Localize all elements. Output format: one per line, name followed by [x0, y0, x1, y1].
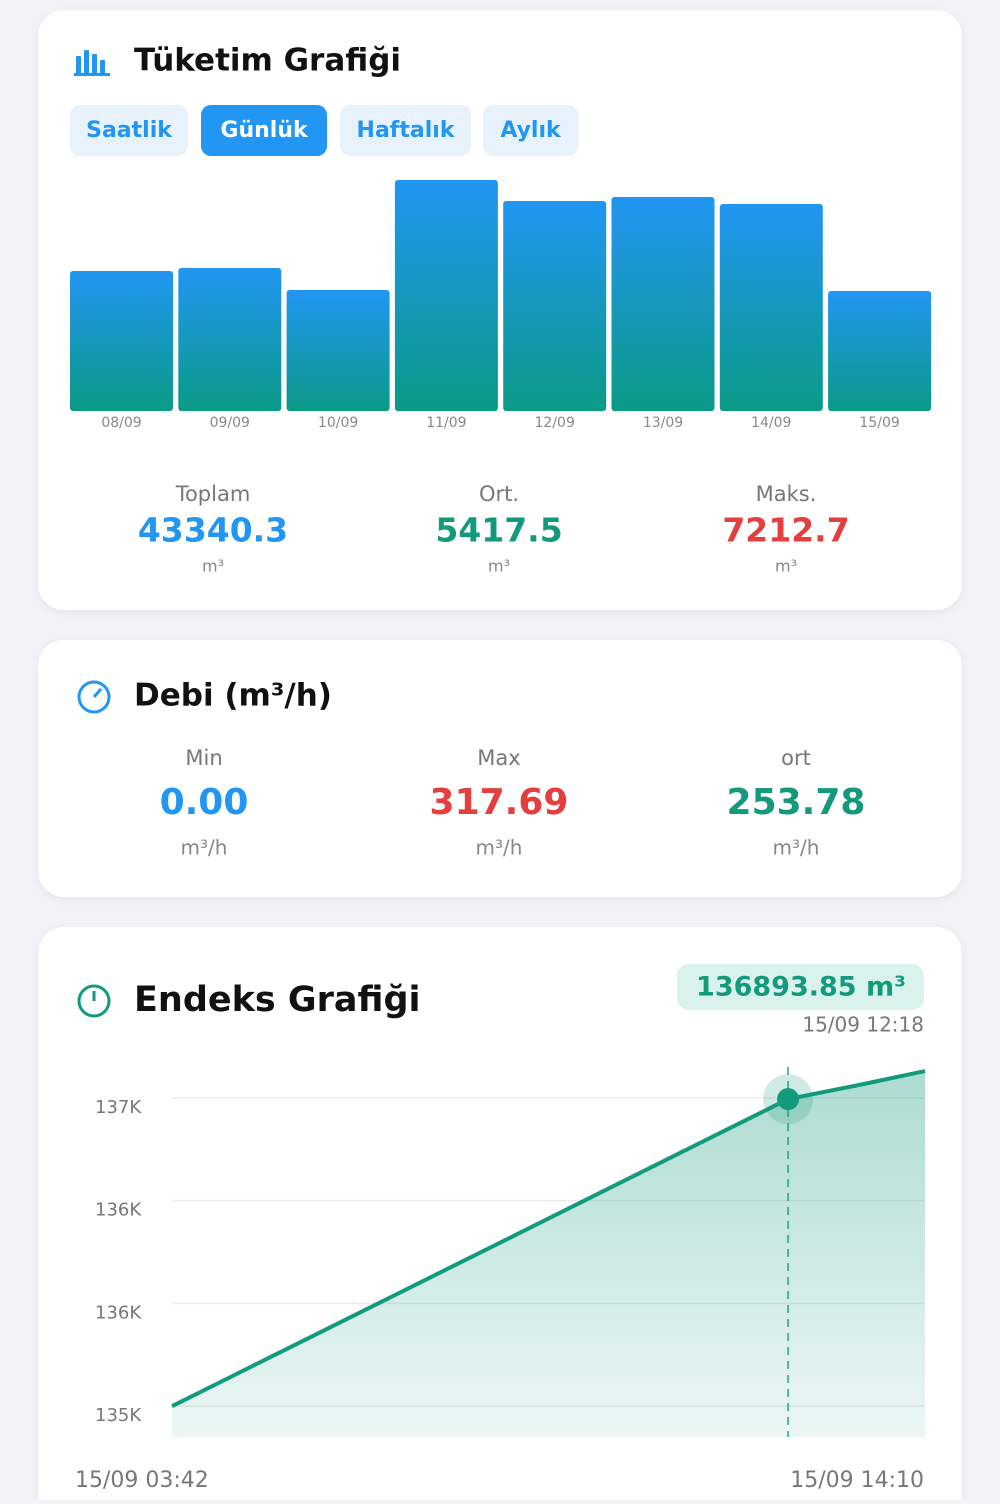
y-tick-label: 137K: [95, 1097, 142, 1118]
stat-unit: m³: [202, 557, 224, 576]
tab-label[interactable]: Günlük: [220, 118, 309, 143]
stat-unit: m³: [488, 557, 510, 576]
meter-icon: [77, 984, 111, 1018]
stat-unit: m³/h: [476, 836, 523, 860]
card-title: Tüketim Grafiği: [134, 43, 401, 79]
x-tick-label: 15/09: [859, 415, 899, 431]
bar: [719, 204, 823, 411]
stat-value: 43340.3: [138, 511, 288, 550]
card-title: Endeks Grafiği: [134, 980, 421, 1020]
stat-unit: m³: [775, 557, 797, 576]
stat-value: 317.69: [430, 782, 569, 823]
x-end-label: 15/09 14:10: [790, 1468, 924, 1493]
bar: [70, 271, 173, 411]
bar: [286, 290, 390, 411]
gauge-icon: [77, 680, 111, 714]
flow-card: [38, 640, 962, 897]
stat-value: 7212.7: [722, 511, 849, 550]
bar: [178, 268, 282, 411]
x-tick-label: 14/09: [751, 415, 791, 431]
x-tick-label: 10/09: [318, 415, 358, 431]
tab[interactable]: [483, 105, 578, 156]
x-tick-label: 11/09: [426, 415, 466, 431]
tab-label[interactable]: Aylık: [500, 118, 562, 143]
tab[interactable]: [70, 105, 188, 156]
value-badge: [677, 964, 924, 1010]
highlight-point: [777, 1088, 800, 1111]
stat-label: Toplam: [175, 482, 251, 506]
bar: [611, 196, 715, 411]
stat-value: 253.78: [727, 782, 866, 823]
stat-value: 0.00: [160, 782, 249, 823]
y-tick-label: 135K: [95, 1405, 142, 1426]
tab-label[interactable]: Haftalık: [357, 118, 456, 143]
bar: [828, 290, 932, 411]
current-value: 136893.85 m³: [696, 972, 906, 1003]
area: [172, 1071, 925, 1437]
y-tick-label: 136K: [95, 1302, 142, 1323]
stat-label: ort: [781, 746, 811, 770]
stat-label: Min: [185, 746, 222, 770]
x-start-label: 15/09 03:42: [75, 1468, 209, 1493]
current-time: 15/09 12:18: [802, 1013, 924, 1037]
stat-value: 5417.5: [435, 511, 562, 550]
card-title: Debi (m³/h): [134, 678, 332, 714]
stat-unit: m³/h: [773, 836, 820, 860]
x-tick-label: 08/09: [101, 415, 141, 431]
bar-icon: [74, 50, 110, 76]
tab-label[interactable]: Saatlik: [86, 118, 173, 143]
bar: [394, 180, 498, 411]
x-tick-label: 09/09: [210, 415, 250, 431]
line: [171, 1069, 926, 1408]
stat-label: Maks.: [756, 482, 817, 506]
stat-unit: m³/h: [181, 836, 228, 860]
y-tick-label: 136K: [95, 1200, 142, 1221]
consumption-card: [38, 10, 962, 610]
tab[interactable]: [201, 105, 327, 156]
stat-label: Ort.: [479, 482, 519, 506]
x-tick-label: 12/09: [535, 415, 575, 431]
x-tick-label: 13/09: [643, 415, 683, 431]
tab[interactable]: [340, 105, 471, 156]
bar: [503, 201, 607, 411]
stat-label: Max: [477, 746, 520, 770]
